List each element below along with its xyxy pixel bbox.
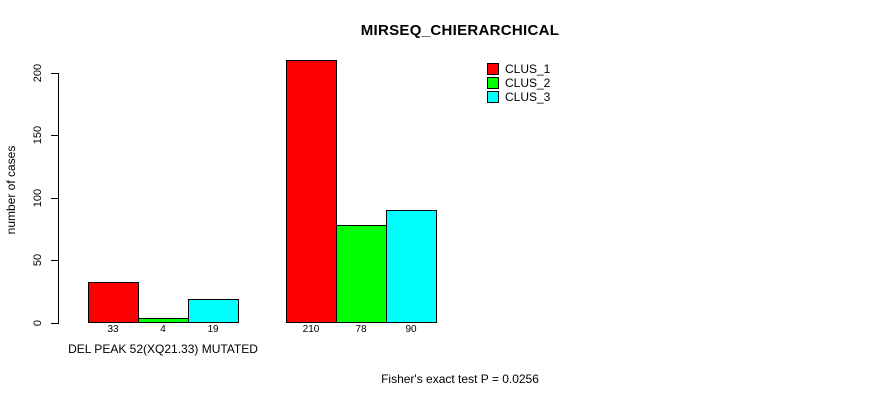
bar-value-label: 90 — [405, 324, 417, 335]
legend-swatch-icon — [487, 63, 499, 75]
bar-clus_2-group1 — [138, 318, 189, 323]
y-axis-tick-label: 0 — [32, 319, 44, 327]
fisher-test-note: Fisher's exact test P = 0.0256 — [381, 372, 539, 386]
y-axis-tick — [51, 323, 58, 324]
y-axis-tick-label: 150 — [32, 125, 44, 145]
bar-clus_3-group1 — [188, 299, 239, 323]
y-axis-tick-label: 100 — [32, 188, 44, 208]
bar-value-label: 33 — [107, 324, 119, 335]
legend-label: CLUS_1 — [505, 62, 551, 76]
y-axis-line — [58, 72, 59, 324]
legend-row-clus_1: CLUS_1 — [487, 62, 550, 76]
x-axis-group-label: DEL PEAK 52(XQ21.33) MUTATED — [68, 342, 258, 356]
legend: CLUS_1 CLUS_2 CLUS_3 — [487, 62, 550, 104]
bar-value-label: 4 — [160, 324, 166, 335]
y-axis-tick-label: 50 — [32, 253, 44, 267]
bar-clus_2-group2 — [336, 225, 387, 323]
legend-swatch-icon — [487, 77, 499, 89]
bar-value-label: 78 — [355, 324, 367, 335]
bar-value-label: 210 — [302, 324, 320, 335]
legend-row-clus_3: CLUS_3 — [487, 90, 550, 104]
bar-clus_1-group2 — [286, 60, 337, 323]
bar-clus_3-group2 — [386, 210, 437, 323]
y-axis-tick — [51, 198, 58, 199]
y-axis-tick-label: 200 — [32, 63, 44, 83]
y-axis-title: number of cases — [4, 145, 18, 235]
legend-label: CLUS_3 — [505, 90, 551, 104]
legend-label: CLUS_2 — [505, 76, 551, 90]
y-axis-tick — [51, 135, 58, 136]
bar-value-label: 19 — [207, 324, 219, 335]
legend-row-clus_2: CLUS_2 — [487, 76, 550, 90]
chart-title: MIRSEQ_CHIERARCHICAL — [360, 22, 560, 39]
y-axis-tick — [51, 73, 58, 74]
bar-clus_1-group1 — [88, 282, 139, 323]
legend-swatch-icon — [487, 91, 499, 103]
y-axis-tick — [51, 260, 58, 261]
